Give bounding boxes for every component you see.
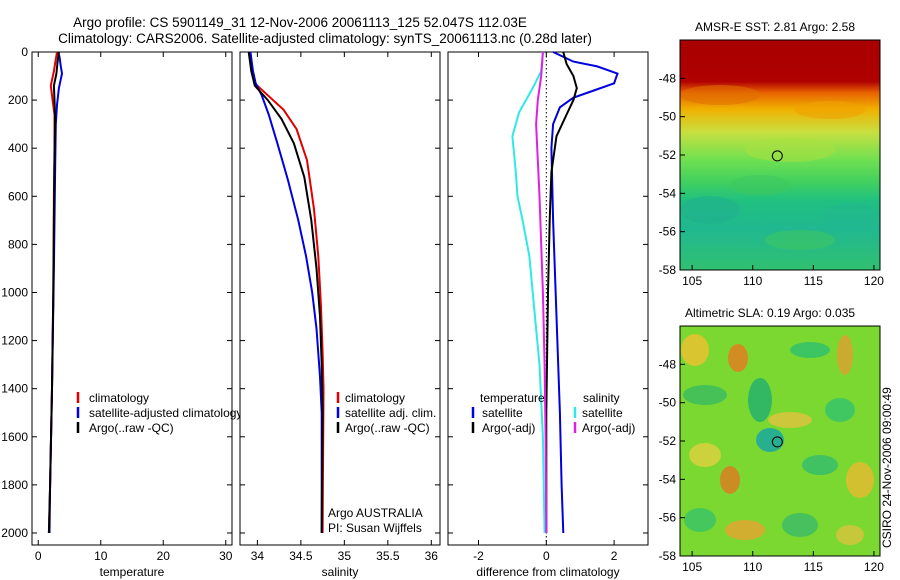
salinity-xlabel: salinity xyxy=(322,565,359,579)
sla-texture xyxy=(681,334,874,545)
x-tick-label: 120 xyxy=(864,274,884,288)
legend-group-salinity: salinity xyxy=(583,391,620,405)
y-tick-label: 1000 xyxy=(1,285,28,299)
sla-map-title: Altimetric SLA: 0.19 Argo: 0.035 xyxy=(685,306,855,320)
profile-location-marker xyxy=(771,150,783,162)
salinity-legend: climatology satellite adj. clim. Argo(..… xyxy=(336,391,436,435)
temperature-panel: 0 10 20 30 0 200 400 600 800 1000 1200 1400 1600 180… xyxy=(1,45,242,579)
legend-label-sal-argo: Argo(-adj) xyxy=(582,421,635,435)
series-line-0 xyxy=(550,51,619,534)
legend-label-climatology: climatology xyxy=(345,391,405,405)
temperature-frame xyxy=(31,51,233,546)
x-tick-label: 110 xyxy=(743,274,762,288)
y-tick-label: 1200 xyxy=(1,334,28,348)
series-line-1 xyxy=(545,51,578,533)
x-tick-label: 0 xyxy=(35,549,42,563)
legend-label-argo: Argo(..raw -QC) xyxy=(345,421,430,435)
y-tick-label: 0 xyxy=(21,45,28,59)
y-tick-label: 2000 xyxy=(1,526,28,540)
legend-label-argo: Argo(..raw -QC) xyxy=(89,421,174,435)
y-tick-label: -58 xyxy=(659,549,677,563)
x-tick-label: 30 xyxy=(219,549,233,563)
salinity-frame xyxy=(239,51,441,546)
x-tick-label: 105 xyxy=(682,560,702,574)
salinity-panel: 34 34.5 35 35.5 36 salinity climatology sate… xyxy=(239,51,441,579)
difference-xlabel: difference from climatology xyxy=(476,565,619,579)
annotation-line-1: Argo AUSTRALIA xyxy=(328,506,423,520)
x-tick-label: 35.5 xyxy=(376,549,400,563)
x-tick-label: 20 xyxy=(157,549,171,563)
legend-label-temp-satellite: satellite xyxy=(482,406,523,420)
sst-texture xyxy=(680,85,878,250)
series-line-2 xyxy=(247,51,324,534)
y-tick-label: -48 xyxy=(659,71,677,85)
legend-label-climatology: climatology xyxy=(89,391,149,405)
annotation-line-2: PI: Susan Wijffels xyxy=(328,521,422,535)
y-tick-label: -58 xyxy=(659,263,677,277)
x-tick-label: 0 xyxy=(543,549,550,563)
x-tick-label: 34.5 xyxy=(289,549,313,563)
temperature-xlabel: temperature xyxy=(100,565,165,579)
difference-panel: -2 0 2 difference from climatology tempera… xyxy=(447,51,649,579)
x-tick-label: 10 xyxy=(94,549,108,563)
x-tick-label: 120 xyxy=(864,560,884,574)
y-tick-label: -52 xyxy=(659,434,677,448)
credit-text: CSIRO 24-Nov-2006 09:00:49 xyxy=(880,387,894,548)
difference-legend: temperature satellite Argo(-adj) salinit… xyxy=(471,391,635,435)
legend-label-satellite-adjusted: satellite-adjusted climatology xyxy=(89,406,242,420)
legend-label-sal-satellite: satellite xyxy=(582,406,623,420)
x-tick-label: -2 xyxy=(473,549,484,563)
x-tick-label: 36 xyxy=(425,549,439,563)
y-tick-label: 1600 xyxy=(1,430,28,444)
header-line-2: Climatology: CARS2006. Satellite-adjuste… xyxy=(58,31,592,46)
series-line-1 xyxy=(249,51,323,533)
y-tick-label: -56 xyxy=(659,225,677,239)
legend-group-temperature: temperature xyxy=(480,391,545,405)
legend-label-satellite-adj: satellite adj. clim. xyxy=(345,406,436,420)
y-tick-label: -54 xyxy=(659,186,677,200)
sla-map-panel: Altimetric SLA: 0.19 Argo: 0.035 105 110 1… xyxy=(659,306,885,574)
y-tick-label: -48 xyxy=(659,357,677,371)
y-tick-label: -56 xyxy=(659,511,677,525)
legend-label-temp-argo: Argo(-adj) xyxy=(482,421,535,435)
y-tick-label: 1800 xyxy=(1,478,28,492)
sst-map-panel: AMSR-E SST: 2.81 Argo: 2.58 105 110 115 120… xyxy=(659,20,885,288)
y-tick-label: -50 xyxy=(659,396,677,410)
profile-location-marker xyxy=(771,436,783,448)
x-tick-label: 35 xyxy=(338,549,352,563)
x-tick-label: 2 xyxy=(611,549,618,563)
x-tick-label: 115 xyxy=(804,274,823,288)
y-tick-label: 200 xyxy=(8,93,28,107)
series-line-2 xyxy=(47,51,60,534)
x-tick-label: 34 xyxy=(251,549,265,563)
header-line-1: Argo profile: CS 5901149_31 12-Nov-2006 … xyxy=(73,15,527,30)
y-tick-label: 600 xyxy=(8,189,28,203)
y-tick-label: 800 xyxy=(8,237,28,251)
series-line-3 xyxy=(535,51,548,534)
x-tick-label: 110 xyxy=(743,560,762,574)
y-tick-label: -54 xyxy=(659,472,677,486)
temperature-legend: climatology satellite-adjusted climatolo… xyxy=(76,391,242,435)
series-line-2 xyxy=(511,51,546,534)
x-tick-label: 105 xyxy=(682,274,702,288)
y-tick-label: -52 xyxy=(659,148,677,162)
y-tick-label: 400 xyxy=(8,141,28,155)
sst-map-title: AMSR-E SST: 2.81 Argo: 2.58 xyxy=(695,20,855,34)
y-tick-label: 1400 xyxy=(1,382,28,396)
y-tick-label: -50 xyxy=(659,110,677,124)
x-tick-label: 115 xyxy=(804,560,823,574)
